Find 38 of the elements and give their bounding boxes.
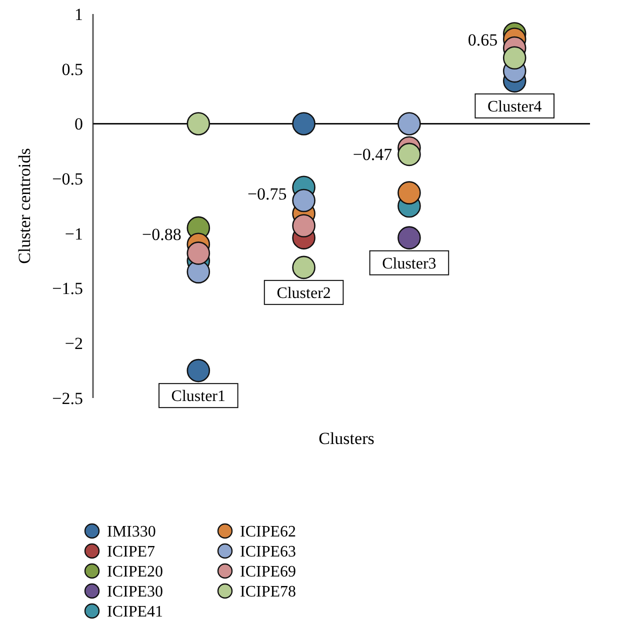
legend-label: ICIPE7 <box>107 544 155 561</box>
point <box>398 181 421 204</box>
y-tick-label: −2.5 <box>52 388 83 408</box>
annotation: −0.88 <box>142 224 182 244</box>
x-tick-label: Cluster2 <box>276 285 331 302</box>
point <box>292 214 316 238</box>
legend-label: ICIPE69 <box>240 564 296 581</box>
legend-label: IMI330 <box>107 524 156 541</box>
y-tick-label: −1 <box>64 224 83 244</box>
y-tick-label: −0.5 <box>52 170 83 189</box>
x-tick-label: Cluster1 <box>171 388 226 406</box>
y-tick-label: −1.5 <box>52 279 83 298</box>
legend-label: ICIPE78 <box>240 584 296 601</box>
annotation: 0.65 <box>468 30 498 50</box>
legend-label: ICIPE62 <box>240 524 296 541</box>
point <box>186 112 210 136</box>
point <box>292 188 316 212</box>
x-tick-label: Cluster4 <box>487 98 542 116</box>
legend-label: ICIPE30 <box>107 584 163 601</box>
y-axis-title: Cluster centroids <box>15 148 34 264</box>
y-tick-label: 1 <box>74 4 83 24</box>
x-axis-title: Clusters <box>318 429 374 448</box>
legend-label: ICIPE20 <box>107 564 163 581</box>
annotation: −0.75 <box>247 184 287 204</box>
x-tick-label: Cluster3 <box>382 255 436 272</box>
point <box>292 112 316 136</box>
legend-label: ICIPE63 <box>240 544 296 561</box>
point <box>292 256 316 280</box>
y-tick-label: 0 <box>74 114 83 134</box>
annotation: −0.47 <box>352 144 393 164</box>
point <box>398 112 421 136</box>
legend-label: ICIPE41 <box>107 604 163 621</box>
point <box>186 358 210 382</box>
point <box>398 142 421 166</box>
y-tick-label: −2 <box>64 334 83 354</box>
point <box>502 46 526 70</box>
y-tick-label: 0.5 <box>62 60 83 79</box>
point <box>398 226 421 250</box>
